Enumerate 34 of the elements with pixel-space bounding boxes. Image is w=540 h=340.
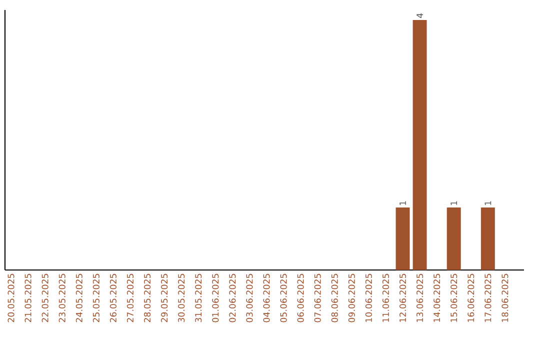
x-tick-label: 14.06.2025 bbox=[434, 274, 440, 322]
data-label: 1 bbox=[400, 201, 406, 205]
x-tick-label: 02.06.2025 bbox=[229, 274, 236, 322]
x-tick-label: 13.06.2025 bbox=[416, 274, 424, 322]
x-tick-label: 12.06.2025 bbox=[399, 274, 406, 322]
x-tick-label: 01.06.2025 bbox=[212, 274, 219, 322]
x-tick-label: 16.06.2025 bbox=[468, 274, 474, 322]
x-tick-label: 24.05.2025 bbox=[76, 274, 82, 322]
x-tick-label: 25.05.2025 bbox=[92, 274, 100, 322]
x-tick-label: 10.06.2025 bbox=[365, 274, 372, 322]
x-tick-label: 22.05.2025 bbox=[42, 274, 48, 322]
x-tick-label: 06.06.2025 bbox=[297, 274, 304, 322]
x-tick-label: 31.05.2025 bbox=[195, 274, 202, 322]
x-tick-label: 23.05.2025 bbox=[58, 274, 66, 322]
x-tick-label: 28.05.2025 bbox=[144, 274, 151, 322]
x-tick-label: 07.06.2025 bbox=[314, 274, 321, 322]
data-label: 4 bbox=[416, 13, 423, 18]
x-tick-label: 27.05.2025 bbox=[126, 274, 134, 322]
x-tick-label: 09.06.2025 bbox=[348, 274, 355, 322]
x-tick-label: 17.06.2025 bbox=[484, 274, 492, 322]
x-tick-label: 30.05.2025 bbox=[178, 274, 185, 322]
x-tick-label: 11.06.2025 bbox=[382, 274, 390, 322]
data-label: 1 bbox=[450, 201, 458, 205]
x-tick-label: 21.05.2025 bbox=[24, 274, 32, 322]
x-tick-label: 03.06.2025 bbox=[246, 274, 253, 322]
x-tick-label: 26.05.2025 bbox=[110, 274, 116, 322]
data-label: 1 bbox=[484, 201, 492, 205]
x-tick-label: 04.06.2025 bbox=[263, 274, 270, 322]
x-tick-label: 08.06.2025 bbox=[331, 274, 338, 322]
x-tick-label: 05.06.2025 bbox=[280, 274, 287, 322]
x-tick-label: 20.05.2025 bbox=[8, 274, 14, 322]
x-tick-label: 18.06.2025 bbox=[502, 274, 508, 322]
x-tick-label: 29.05.2025 bbox=[161, 274, 168, 322]
x-tick-label: 15.06.2025 bbox=[450, 274, 458, 322]
